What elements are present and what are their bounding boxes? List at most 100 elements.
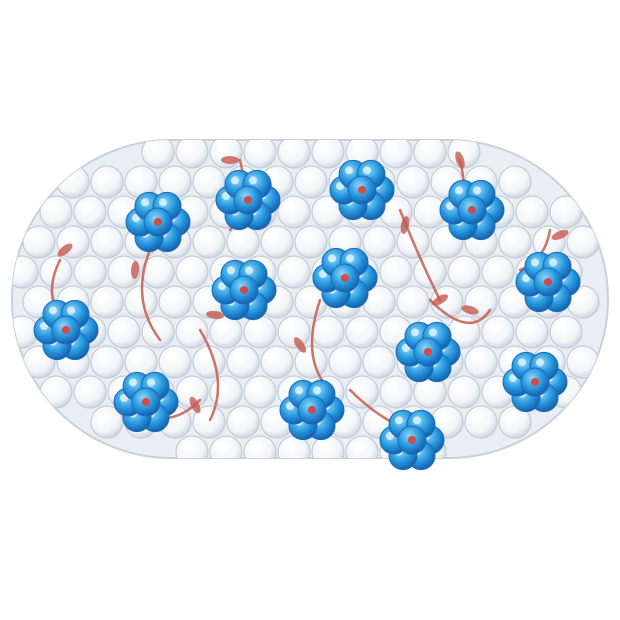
- bubble: [209, 435, 243, 458]
- bubble: [56, 165, 90, 199]
- bubble-highlight: [98, 292, 108, 302]
- bubble-highlight: [285, 202, 295, 212]
- bubble: [464, 405, 498, 439]
- bubble-highlight: [217, 322, 227, 332]
- leaf: [432, 294, 448, 306]
- bubble-highlight: [472, 292, 482, 302]
- bubble: [226, 225, 260, 259]
- petal-highlight: [531, 258, 539, 267]
- bubble-highlight: [115, 202, 125, 212]
- petal-highlight: [227, 266, 235, 275]
- bubble-highlight: [81, 202, 91, 212]
- flower-center: [244, 196, 252, 204]
- blue-flowers: [33, 159, 581, 471]
- bubble-highlight: [489, 322, 499, 332]
- bubble-highlight: [115, 322, 125, 332]
- bubble-highlight: [98, 352, 108, 362]
- bubble: [413, 255, 447, 289]
- bubble-highlight: [438, 232, 448, 242]
- bubble: [73, 255, 107, 289]
- bubble: [141, 140, 175, 169]
- bubble: [481, 255, 515, 289]
- bubble-highlight: [387, 382, 397, 392]
- leaf: [293, 337, 307, 353]
- blue-flower: [211, 259, 277, 321]
- bubble: [277, 435, 311, 458]
- bubble-highlight: [353, 442, 363, 452]
- blue-flower: [312, 247, 378, 309]
- bubble-highlight: [523, 202, 533, 212]
- bubble-highlight: [200, 352, 210, 362]
- bubble: [345, 315, 379, 349]
- leaf: [400, 216, 410, 234]
- petal-highlight: [313, 386, 321, 395]
- bubble-highlight: [353, 382, 363, 392]
- bubble: [243, 375, 277, 409]
- bubble-highlight: [455, 262, 465, 272]
- bubble-highlight: [13, 322, 23, 332]
- bubble-highlight: [200, 292, 210, 302]
- bubble-highlight: [319, 202, 329, 212]
- bubble: [328, 345, 362, 379]
- bubble-highlight: [285, 442, 295, 452]
- bubble: [243, 140, 277, 169]
- flower-center: [62, 326, 70, 334]
- bubble-highlight: [268, 412, 278, 422]
- bubble-highlight: [234, 232, 244, 242]
- bubble-highlight: [472, 172, 482, 182]
- bubble-highlight: [506, 232, 516, 242]
- bubble: [175, 255, 209, 289]
- bubble-highlight: [472, 352, 482, 362]
- blue-flower: [215, 169, 281, 231]
- bubble-highlight: [183, 262, 193, 272]
- bubble-highlight: [251, 142, 261, 152]
- petal-highlight: [286, 402, 294, 410]
- bubble-highlight: [489, 382, 499, 392]
- bubble-highlight: [234, 412, 244, 422]
- blue-flower: [502, 351, 568, 413]
- leaf: [221, 156, 239, 164]
- bubble: [447, 375, 481, 409]
- bubble-highlight: [319, 322, 329, 332]
- petal-highlight: [411, 328, 419, 337]
- flower-center: [531, 378, 539, 386]
- stem: [428, 298, 492, 325]
- bubble-highlight: [183, 382, 193, 392]
- bubble-highlight: [302, 352, 312, 362]
- bubble: [294, 345, 328, 379]
- bubble-highlight: [81, 382, 91, 392]
- petal-highlight: [536, 358, 544, 367]
- petal-highlight: [159, 198, 167, 207]
- bubble-highlight: [370, 232, 380, 242]
- bubble: [379, 255, 413, 289]
- bubble-highlight: [574, 232, 584, 242]
- bubble: [22, 225, 56, 259]
- petal-highlight: [141, 198, 149, 207]
- bubble-highlight: [217, 142, 227, 152]
- bubble-highlight: [251, 442, 261, 452]
- bubble-highlight: [183, 202, 193, 212]
- bubble: [243, 435, 277, 458]
- bubble: [12, 255, 39, 289]
- bubble-highlight: [336, 352, 346, 362]
- bubble: [158, 345, 192, 379]
- bubble-highlight: [557, 202, 567, 212]
- bubble-highlight: [30, 352, 40, 362]
- petal-highlight: [402, 344, 410, 352]
- leaf: [57, 243, 73, 257]
- blue-flower: [379, 409, 445, 471]
- leaf: [206, 310, 224, 320]
- bubble: [141, 315, 175, 349]
- bubble: [243, 315, 277, 349]
- bubble-highlight: [234, 352, 244, 362]
- petal-highlight: [120, 394, 128, 402]
- bubble: [362, 345, 396, 379]
- bubble-highlight: [574, 352, 584, 362]
- bubble-highlight: [64, 232, 74, 242]
- leaf: [455, 151, 465, 169]
- bubble-highlight: [200, 172, 210, 182]
- bubble: [277, 255, 311, 289]
- blue-flower: [125, 191, 191, 253]
